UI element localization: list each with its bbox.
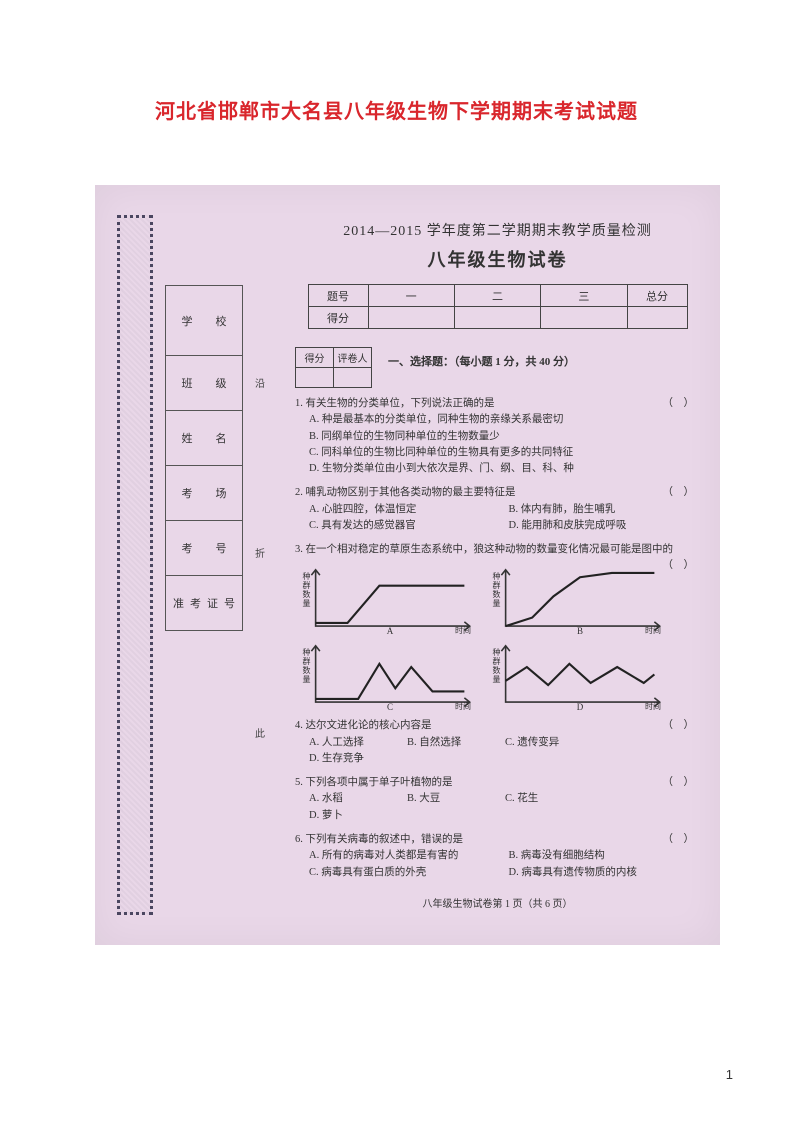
option: C. 同科单位的生物比同种单位的生物具有更多的共同特征 xyxy=(309,445,700,461)
chart-tag: C xyxy=(387,702,393,712)
score-row-label: 得分 xyxy=(308,307,368,329)
grader-mini-table: 得分 评卷人 xyxy=(295,347,372,388)
answer-paren: （ ） xyxy=(663,396,695,412)
option: A. 种是最基本的分类单位，同种生物的亲缘关系最密切 xyxy=(309,412,700,428)
question-stem: 3. 在一个相对稳定的草原生态系统中，狼这种动物的数量变化情况最可能是图中的（ … xyxy=(295,542,700,558)
exam-header-line1: 2014—2015 学年度第二学期期末教学质量检测 xyxy=(295,220,700,240)
question-options: A. 种是最基本的分类单位，同种生物的亲缘关系最密切B. 同纲单位的生物同种单位… xyxy=(295,412,700,477)
chart-ylabel: 种群数量 xyxy=(491,648,502,684)
mini-cell xyxy=(296,368,334,388)
cut-mark: 此 xyxy=(255,725,265,740)
page-title: 河北省邯郸市大名县八年级生物下学期期末考试试题 xyxy=(0,0,793,124)
score-cell xyxy=(454,307,540,329)
option: A. 水稻 xyxy=(309,791,397,807)
chart-tag: B xyxy=(577,626,583,636)
option: D. 能用肺和皮肤完成呼吸 xyxy=(509,518,701,534)
score-cell xyxy=(368,307,454,329)
question-options: A. 水稻 B. 大豆 C. 花生 D. 萝卜 xyxy=(295,791,700,824)
question: 2. 哺乳动物区别于其他各类动物的最主要特征是（ ）A. 心脏四腔，体温恒定 B.… xyxy=(295,485,700,534)
option: A. 人工选择 xyxy=(309,735,397,751)
option: B. 病毒没有细胞结构 xyxy=(509,848,701,864)
info-field: 准考证号 xyxy=(166,576,243,631)
question: 3. 在一个相对稳定的草原生态系统中，狼这种动物的数量变化情况最可能是图中的（ … xyxy=(295,542,700,558)
mini-header: 得分 xyxy=(296,348,334,368)
score-header: 总分 xyxy=(627,285,687,307)
question: 4. 达尔文进化论的核心内容是（ ）A. 人工选择 B. 自然选择 C. 遗传变异 D… xyxy=(295,718,700,767)
option: B. 大豆 xyxy=(407,791,495,807)
score-header: 三 xyxy=(541,285,627,307)
question: 1. 有关生物的分类单位，下列说法正确的是（ ）A. 种是最基本的分类单位，同种… xyxy=(295,396,700,477)
question-options: A. 所有的病毒对人类都是有害的 B. 病毒没有细胞结构 C. 病毒具有蛋白质的外壳… xyxy=(295,848,700,881)
questions-container: 1. 有关生物的分类单位，下列说法正确的是（ ）A. 种是最基本的分类单位，同种… xyxy=(295,396,700,881)
exam-header-line2: 八年级生物试卷 xyxy=(295,246,700,272)
info-field: 姓 名 xyxy=(166,411,243,466)
question-stem: 2. 哺乳动物区别于其他各类动物的最主要特征是（ ） xyxy=(295,485,700,501)
answer-paren: （ ） xyxy=(663,718,695,734)
option: D. 萝卜 xyxy=(309,808,397,824)
score-cell xyxy=(627,307,687,329)
option: A. 心脏四腔，体温恒定 xyxy=(309,502,501,518)
question-stem: 4. 达尔文进化论的核心内容是（ ） xyxy=(295,718,700,734)
mini-header: 评卷人 xyxy=(334,348,372,368)
option: D. 病毒具有遗传物质的内核 xyxy=(509,865,701,881)
chart-tag: A xyxy=(387,626,394,636)
info-field: 考 场 xyxy=(166,466,243,521)
option: B. 体内有肺，胎生哺乳 xyxy=(509,502,701,518)
option: C. 遗传变异 xyxy=(505,735,593,751)
question: 6. 下列有关病毒的叙述中，错误的是（ ）A. 所有的病毒对人类都是有害的 B. … xyxy=(295,832,700,881)
student-info-table: 学 校 班 级 姓 名 考 场 考 号 准考证号 xyxy=(165,285,243,631)
question-options: A. 心脏四腔，体温恒定 B. 体内有肺，胎生哺乳 C. 具有发达的感觉器官 D. 能… xyxy=(295,502,700,535)
answer-paren: （ ） xyxy=(663,558,695,574)
question-stem: 1. 有关生物的分类单位，下列说法正确的是（ ） xyxy=(295,396,700,412)
cut-mark: 折 xyxy=(255,545,265,560)
score-table: 题号 一 二 三 总分 得分 xyxy=(308,284,688,329)
charts-grid: 种群数量时间A种群数量时间B种群数量时间C种群数量时间D xyxy=(305,564,663,710)
scanned-exam-page: 学 校 班 级 姓 名 考 场 考 号 准考证号 沿 折 此 2014—2015… xyxy=(95,185,720,945)
chart-B: 种群数量时间B xyxy=(495,564,665,634)
option: D. 生存竞争 xyxy=(309,751,397,767)
exam-content: 2014—2015 学年度第二学期期末教学质量检测 八年级生物试卷 题号 一 二… xyxy=(295,220,700,910)
answer-paren: （ ） xyxy=(663,832,695,848)
chart-tag: D xyxy=(577,702,584,712)
score-header: 二 xyxy=(454,285,540,307)
score-cell xyxy=(541,307,627,329)
chart-ylabel: 种群数量 xyxy=(491,572,502,608)
option: A. 所有的病毒对人类都是有害的 xyxy=(309,848,501,864)
question-options: A. 人工选择 B. 自然选择 C. 遗传变异 D. 生存竞争 xyxy=(295,735,700,768)
chart-xlabel: 时间 xyxy=(645,701,661,712)
cut-mark: 沿 xyxy=(255,375,265,390)
answer-paren: （ ） xyxy=(663,485,695,501)
dotted-border-column xyxy=(117,215,153,915)
info-field: 学 校 xyxy=(166,286,243,356)
chart-ylabel: 种群数量 xyxy=(301,648,312,684)
question: 5. 下列各项中属于单子叶植物的是（ ）A. 水稻 B. 大豆 C. 花生 D. 萝卜 xyxy=(295,775,700,824)
option: D. 生物分类单位由小到大依次是界、门、纲、目、科、种 xyxy=(309,461,700,477)
chart-A: 种群数量时间A xyxy=(305,564,475,634)
option: C. 花生 xyxy=(505,791,593,807)
page-footer: 八年级生物试卷第 1 页（共 6 页） xyxy=(295,895,700,910)
question-stem: 5. 下列各项中属于单子叶植物的是（ ） xyxy=(295,775,700,791)
section-title: 一、选择题：（每小题 1 分，共 40 分） xyxy=(388,353,575,369)
option: C. 具有发达的感觉器官 xyxy=(309,518,501,534)
chart-ylabel: 种群数量 xyxy=(301,572,312,608)
score-header: 一 xyxy=(368,285,454,307)
option: B. 自然选择 xyxy=(407,735,495,751)
chart-xlabel: 时间 xyxy=(455,701,471,712)
page-number: 1 xyxy=(726,1067,733,1082)
chart-xlabel: 时间 xyxy=(645,625,661,636)
chart-C: 种群数量时间C xyxy=(305,640,475,710)
info-field: 考 号 xyxy=(166,521,243,576)
chart-xlabel: 时间 xyxy=(455,625,471,636)
question-stem: 6. 下列有关病毒的叙述中，错误的是（ ） xyxy=(295,832,700,848)
option: B. 同纲单位的生物同种单位的生物数量少 xyxy=(309,429,700,445)
score-header: 题号 xyxy=(308,285,368,307)
info-field: 班 级 xyxy=(166,356,243,411)
chart-D: 种群数量时间D xyxy=(495,640,665,710)
answer-paren: （ ） xyxy=(663,775,695,791)
option: C. 病毒具有蛋白质的外壳 xyxy=(309,865,501,881)
mini-cell xyxy=(334,368,372,388)
